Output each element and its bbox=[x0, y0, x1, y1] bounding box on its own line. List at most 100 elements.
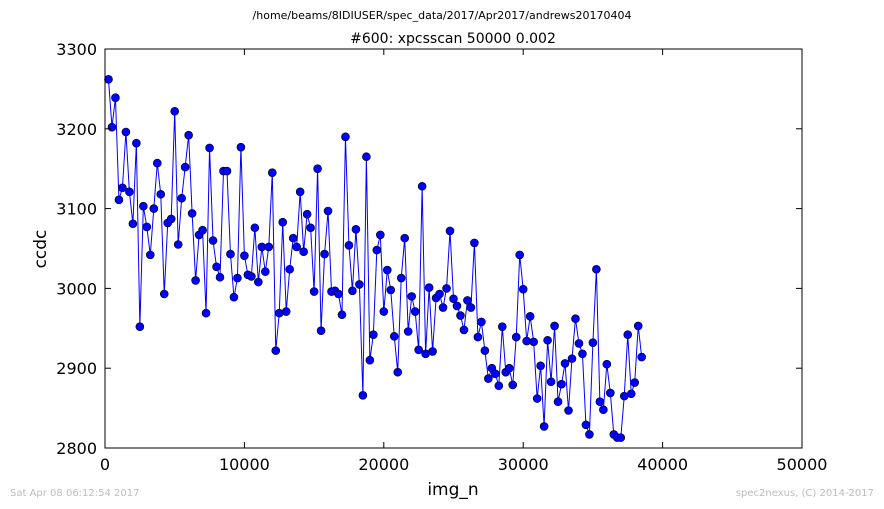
data-point bbox=[177, 193, 186, 203]
data-point bbox=[442, 284, 451, 293]
data-point bbox=[571, 314, 580, 324]
y-tick-label: 3300 bbox=[56, 40, 97, 59]
data-point bbox=[118, 183, 127, 193]
data-point bbox=[139, 201, 148, 211]
y-tick-label: 2800 bbox=[56, 439, 97, 458]
data-point bbox=[400, 233, 410, 243]
data-point bbox=[128, 219, 138, 229]
data-point bbox=[428, 347, 437, 356]
data-point bbox=[616, 433, 626, 442]
chart-title: #600: xpcsscan 50000 0.002 bbox=[350, 31, 556, 47]
y-axis: 2800 2900 3000 3100 3200 3300 bbox=[56, 40, 802, 458]
x-tick-label: 30000 bbox=[498, 455, 549, 474]
data-point bbox=[121, 127, 131, 137]
data-point bbox=[254, 277, 263, 287]
data-point bbox=[424, 283, 434, 292]
data-point bbox=[240, 251, 249, 260]
data-point bbox=[365, 355, 375, 365]
data-point bbox=[595, 397, 605, 407]
data-point bbox=[379, 307, 389, 316]
data-point bbox=[494, 381, 504, 391]
data-point bbox=[564, 406, 573, 415]
data-point bbox=[376, 230, 385, 240]
data-point bbox=[445, 226, 455, 236]
data-point bbox=[515, 250, 525, 260]
data-point bbox=[539, 422, 549, 431]
data-point bbox=[435, 289, 444, 299]
data-point bbox=[302, 209, 312, 219]
y-axis-label: ccdc bbox=[31, 230, 51, 269]
data-point bbox=[438, 303, 448, 312]
data-point bbox=[525, 312, 535, 321]
data-point bbox=[215, 272, 225, 282]
data-point bbox=[288, 233, 298, 243]
plot-frame bbox=[104, 48, 803, 449]
data-point bbox=[306, 223, 315, 233]
data-point bbox=[518, 284, 528, 294]
data-point bbox=[187, 209, 197, 218]
y-tick-label: 2900 bbox=[56, 359, 97, 378]
data-point bbox=[170, 106, 179, 116]
data-point bbox=[578, 349, 587, 359]
data-point bbox=[484, 374, 493, 383]
data-point bbox=[125, 187, 134, 197]
data-point bbox=[295, 187, 305, 197]
y-tick-label: 3000 bbox=[56, 279, 97, 298]
data-point bbox=[267, 168, 277, 177]
data-point bbox=[229, 292, 239, 302]
data-point bbox=[588, 338, 598, 347]
data-point bbox=[313, 164, 322, 173]
data-point bbox=[299, 247, 308, 256]
data-point bbox=[149, 204, 159, 213]
data-point bbox=[626, 389, 636, 399]
y-tick-label: 3200 bbox=[56, 120, 97, 139]
data-point bbox=[410, 307, 420, 316]
data-point bbox=[414, 345, 423, 355]
data-point bbox=[142, 222, 152, 232]
data-point bbox=[574, 339, 584, 348]
data-point bbox=[389, 331, 399, 341]
data-point bbox=[226, 249, 235, 259]
footer-timestamp: Sat Apr 08 06:12:54 2017 bbox=[10, 488, 140, 499]
plot-series bbox=[104, 75, 646, 442]
data-point bbox=[166, 214, 176, 224]
data-point bbox=[205, 143, 214, 153]
data-point bbox=[201, 308, 211, 318]
data-point bbox=[637, 352, 646, 362]
x-axis: 0 10000 20000 30000 40000 50000 bbox=[100, 49, 827, 474]
data-point bbox=[323, 206, 333, 216]
data-point bbox=[180, 162, 190, 172]
data-point bbox=[132, 138, 141, 148]
x-tick-label: 0 bbox=[100, 455, 110, 474]
data-point bbox=[417, 181, 427, 191]
data-point bbox=[337, 310, 347, 320]
data-point bbox=[407, 292, 416, 301]
data-point bbox=[281, 307, 291, 316]
data-point bbox=[320, 249, 329, 259]
data-point bbox=[403, 327, 413, 336]
data-point bbox=[351, 225, 361, 234]
data-point bbox=[581, 420, 591, 430]
data-point bbox=[550, 321, 559, 331]
data-point bbox=[309, 287, 319, 296]
data-point bbox=[355, 280, 364, 289]
data-point bbox=[292, 242, 301, 252]
data-point bbox=[630, 378, 640, 387]
data-point bbox=[491, 369, 500, 379]
data-point bbox=[470, 238, 479, 248]
data-point bbox=[602, 359, 612, 369]
data-point bbox=[362, 152, 371, 162]
data-point bbox=[396, 273, 406, 283]
data-point bbox=[111, 93, 120, 102]
data-point bbox=[369, 330, 378, 339]
data-point bbox=[386, 285, 396, 295]
data-point bbox=[546, 377, 556, 387]
x-tick-label: 20000 bbox=[358, 455, 409, 474]
data-point bbox=[334, 289, 343, 299]
data-point bbox=[592, 264, 601, 274]
data-point bbox=[156, 189, 166, 199]
data-point bbox=[348, 286, 357, 296]
series-line bbox=[107, 79, 643, 439]
data-point bbox=[247, 272, 256, 281]
